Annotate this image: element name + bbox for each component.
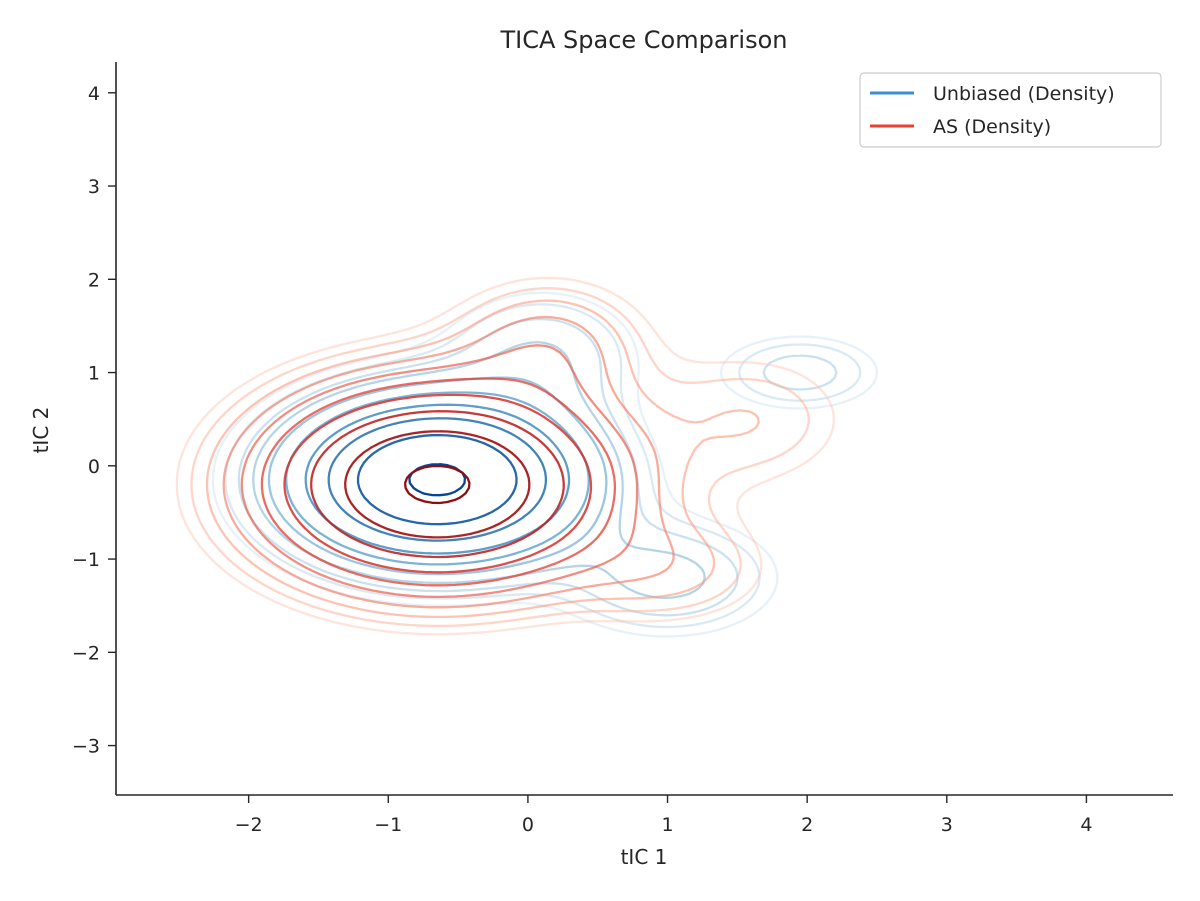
y-tick-label: −2: [72, 642, 100, 664]
contour-level-line: [240, 344, 639, 599]
legend: Unbiased (Density) AS (Density): [859, 72, 1162, 148]
contour-series-1: [175, 276, 836, 636]
x-tick-label: −2: [235, 814, 263, 836]
contour-level-line: [403, 464, 471, 505]
legend-label-unbiased: Unbiased (Density): [933, 83, 1115, 105]
y-tick-label: 3: [88, 176, 100, 198]
y-tick-label: 4: [88, 83, 100, 105]
y-tick-label: 1: [88, 363, 100, 385]
contour-level-line: [190, 287, 810, 628]
contour-level-line: [327, 417, 548, 542]
y-ticks: −3 −2 −1 0 1 2 3 4: [72, 83, 116, 758]
chart-title: TICA Space Comparison: [499, 26, 787, 54]
y-tick-label: 2: [88, 269, 100, 291]
contour-level-line: [222, 315, 675, 609]
contour-level-line: [310, 410, 565, 559]
x-tick-label: −1: [374, 814, 402, 836]
x-tick-label: 1: [661, 814, 673, 836]
x-ticks: −2 −1 0 1 2 3 4: [235, 795, 1092, 836]
x-tick-label: 4: [1080, 814, 1092, 836]
y-tick-label: 0: [88, 456, 100, 478]
y-tick-label: −3: [72, 736, 100, 758]
contour-level-line: [283, 393, 593, 574]
contour-level-line: [267, 376, 608, 576]
contour-level-line: [356, 433, 518, 526]
contour-level-line: [211, 291, 879, 638]
legend-box: [859, 72, 1162, 148]
x-tick-label: 2: [801, 814, 813, 836]
contour-level-line: [205, 299, 760, 619]
contour-level-line: [260, 377, 617, 587]
legend-label-as: AS (Density): [933, 116, 1051, 138]
contour-level-line: [175, 276, 836, 636]
y-axis-label: tIC 2: [29, 407, 53, 454]
y-tick-label: −1: [72, 549, 100, 571]
contour-level-line: [344, 430, 531, 539]
axes: [115, 62, 1173, 796]
x-axis-label: tIC 1: [621, 845, 668, 869]
x-tick-label: 3: [941, 814, 953, 836]
x-tick-label: 0: [522, 814, 534, 836]
contour-layer: [175, 276, 879, 638]
